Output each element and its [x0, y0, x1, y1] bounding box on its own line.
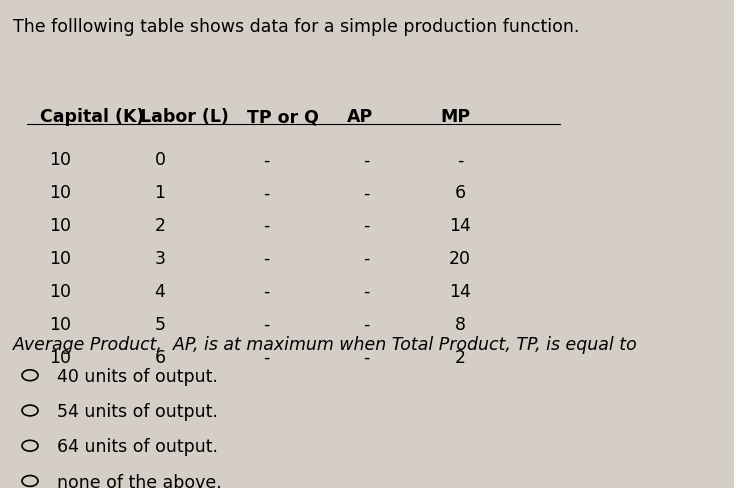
Text: 6: 6 [154, 349, 166, 367]
Text: 3: 3 [155, 250, 165, 268]
Text: 54 units of output.: 54 units of output. [57, 403, 217, 421]
Text: 0: 0 [155, 151, 165, 169]
Text: 1: 1 [155, 184, 165, 202]
Text: 10: 10 [49, 250, 71, 268]
Text: -: - [363, 217, 370, 235]
Text: -: - [363, 151, 370, 169]
Text: 14: 14 [449, 283, 471, 301]
Text: 10: 10 [49, 151, 71, 169]
Text: 10: 10 [49, 283, 71, 301]
Text: -: - [363, 283, 370, 301]
Text: -: - [457, 151, 463, 169]
Text: 14: 14 [449, 217, 471, 235]
Text: 6: 6 [454, 184, 465, 202]
Text: 64 units of output.: 64 units of output. [57, 439, 218, 456]
Text: 8: 8 [454, 316, 465, 334]
Text: -: - [363, 250, 370, 268]
Text: Average Product,  AP, is at maximum when Total Product, TP, is equal to: Average Product, AP, is at maximum when … [13, 336, 638, 354]
Text: -: - [363, 184, 370, 202]
Text: 40 units of output.: 40 units of output. [57, 368, 217, 386]
Text: -: - [264, 217, 270, 235]
Text: 10: 10 [49, 316, 71, 334]
Text: 5: 5 [155, 316, 165, 334]
Text: 10: 10 [49, 349, 71, 367]
Text: -: - [264, 250, 270, 268]
Text: -: - [264, 349, 270, 367]
Text: 2: 2 [454, 349, 465, 367]
Text: The folllowing table shows data for a simple production function.: The folllowing table shows data for a si… [13, 18, 580, 36]
Text: 20: 20 [449, 250, 471, 268]
Text: -: - [264, 316, 270, 334]
Text: TP or Q: TP or Q [247, 108, 319, 126]
Text: -: - [363, 316, 370, 334]
Text: -: - [363, 349, 370, 367]
Text: AP: AP [346, 108, 373, 126]
Text: Capital (K): Capital (K) [40, 108, 145, 126]
Text: 10: 10 [49, 217, 71, 235]
Text: none of the above.: none of the above. [57, 474, 222, 488]
Text: 4: 4 [155, 283, 165, 301]
Text: Labor (L): Labor (L) [140, 108, 229, 126]
Text: MP: MP [440, 108, 470, 126]
Text: 10: 10 [49, 184, 71, 202]
Text: -: - [264, 184, 270, 202]
Text: 2: 2 [155, 217, 165, 235]
Text: -: - [264, 283, 270, 301]
Text: -: - [264, 151, 270, 169]
